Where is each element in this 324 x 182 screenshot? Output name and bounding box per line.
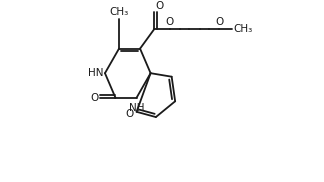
Text: HN: HN xyxy=(88,68,103,78)
Text: O: O xyxy=(126,108,134,118)
Text: O: O xyxy=(215,17,223,27)
Text: CH₃: CH₃ xyxy=(110,7,129,17)
Text: NH: NH xyxy=(129,103,144,113)
Text: CH₃: CH₃ xyxy=(233,24,252,34)
Text: O: O xyxy=(91,93,99,103)
Text: O: O xyxy=(166,17,174,27)
Text: O: O xyxy=(155,1,163,11)
